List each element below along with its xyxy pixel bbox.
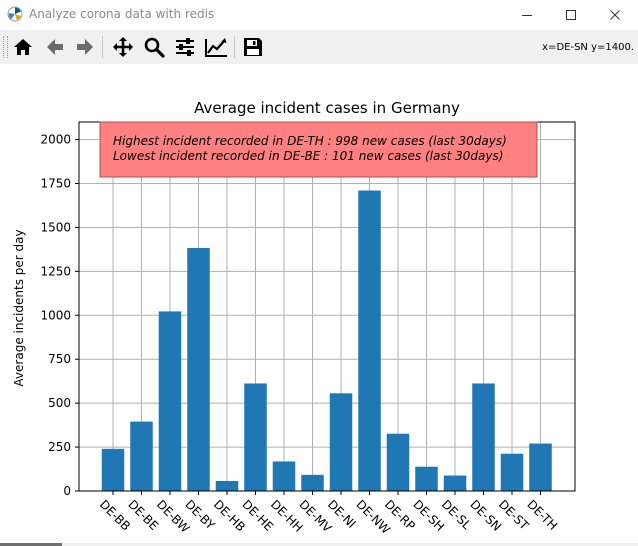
- edit-curve-icon: [205, 38, 227, 57]
- y-tick-label: 2000: [40, 133, 71, 147]
- chart-title: Average incident cases in Germany: [194, 99, 460, 117]
- annotation-box: Highest incident recorded in DE-TH : 998…: [99, 121, 538, 178]
- maximize-icon: [566, 10, 576, 20]
- bar-de-by: [187, 247, 210, 491]
- y-axis-ticks: 0 250 500 750 1000 1250 1500 1750 2000: [40, 133, 79, 498]
- y-tick-label: 250: [48, 440, 71, 454]
- home-button[interactable]: [10, 34, 36, 60]
- bar-de-hh: [272, 461, 296, 491]
- edit-axis-button[interactable]: [203, 34, 229, 60]
- bar-de-sh: [415, 466, 438, 491]
- status-strip: [0, 543, 638, 546]
- close-button[interactable]: [592, 0, 638, 30]
- toolbar-separator: [234, 36, 235, 58]
- y-tick-label: 1250: [40, 264, 71, 278]
- bar-de-rp: [386, 433, 410, 491]
- back-arrow-icon: [47, 39, 63, 55]
- bar-de-st: [500, 453, 524, 491]
- bar-de-nw: [358, 190, 381, 491]
- toolbar-separator: [102, 36, 103, 58]
- y-tick-label: 1000: [40, 308, 71, 322]
- annotation-highest: Highest incident recorded in DE-TH : 998…: [113, 134, 507, 148]
- subplots-icon: [176, 38, 194, 56]
- navigation-toolbar: x=DE-SN y=1400.: [0, 30, 638, 64]
- bar-de-hb: [215, 480, 239, 491]
- bar-de-mv: [301, 474, 324, 491]
- y-tick-label: 1500: [40, 220, 71, 234]
- figure-canvas[interactable]: Average incident cases in Germany Averag…: [0, 64, 638, 546]
- y-axis-label: Average incidents per day: [12, 229, 26, 386]
- pan-button[interactable]: [110, 34, 136, 60]
- minimize-button[interactable]: [504, 0, 550, 30]
- y-tick-label: 750: [48, 352, 71, 366]
- y-tick-label: 500: [48, 396, 71, 410]
- bar-de-be: [130, 421, 153, 491]
- zoom-icon: [144, 37, 165, 58]
- annotation-lowest: Lowest incident recorded in DE-BE : 101 …: [113, 149, 503, 163]
- bar-de-th: [529, 443, 552, 491]
- window-title: Analyze corona data with redis: [29, 7, 215, 21]
- y-tick-label: 1750: [40, 177, 71, 191]
- bar-de-sn: [472, 383, 495, 491]
- matplotlib-icon: [7, 6, 23, 22]
- toolbar-grip[interactable]: [3, 36, 8, 58]
- bar-series: [101, 190, 552, 491]
- bar-de-sl: [443, 475, 467, 491]
- close-icon: [610, 10, 620, 20]
- save-button[interactable]: [240, 34, 266, 60]
- annotation-background: [99, 121, 538, 178]
- save-icon: [244, 38, 262, 56]
- y-tick-label: 0: [63, 484, 71, 498]
- cursor-coordinates: x=DE-SN y=1400.: [542, 42, 634, 53]
- forward-button[interactable]: [72, 34, 98, 60]
- maximize-button[interactable]: [548, 0, 594, 30]
- bar-de-ni: [329, 393, 353, 491]
- bar-de-bb: [101, 448, 125, 491]
- pan-icon: [113, 37, 133, 57]
- bar-de-bw: [158, 311, 182, 491]
- home-icon: [14, 39, 32, 55]
- zoom-button[interactable]: [141, 34, 167, 60]
- back-button[interactable]: [42, 34, 68, 60]
- title-bar[interactable]: Analyze corona data with redis: [0, 0, 638, 30]
- bar-de-he: [244, 383, 267, 491]
- configure-subplots-button[interactable]: [172, 34, 198, 60]
- bar-chart: Average incident cases in Germany Averag…: [0, 64, 638, 546]
- minimize-icon: [522, 15, 532, 16]
- forward-arrow-icon: [77, 39, 93, 55]
